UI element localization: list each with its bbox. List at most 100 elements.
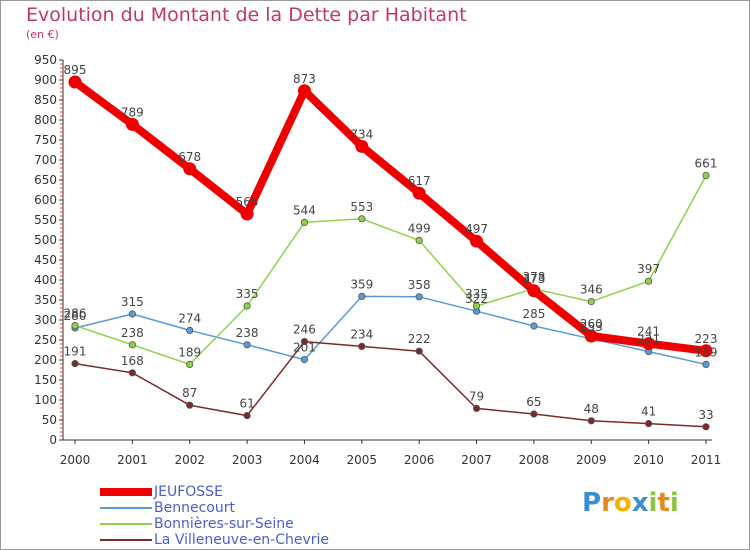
data-label: 678 [178, 150, 201, 164]
logo-letter: o [613, 488, 632, 518]
legend-item: Bennecourt [100, 500, 360, 516]
data-label: 201 [293, 341, 316, 355]
data-point [186, 401, 194, 409]
data-label: 617 [408, 174, 431, 188]
data-point [527, 284, 541, 298]
y-tick-label: 700 [34, 153, 57, 167]
data-label: 397 [637, 262, 660, 276]
data-point [415, 293, 423, 301]
legend-label: La Villeneuve-en-Chevrie [154, 532, 330, 548]
y-tick-label: 400 [34, 273, 57, 287]
chart-legend: JEUFOSSE Bennecourt Bonnières-sur-Seine La … [100, 484, 360, 548]
data-label: 33 [698, 408, 713, 422]
data-label: 241 [637, 325, 660, 339]
data-label: 253 [580, 320, 603, 334]
data-point [472, 302, 481, 310]
data-label: 499 [408, 221, 431, 235]
y-tick-label: 900 [34, 73, 57, 87]
data-label: 873 [293, 72, 316, 86]
chart-title: Evolution du Montant de la Dette par Hab… [26, 4, 467, 26]
data-point [71, 321, 79, 330]
y-tick-label: 0 [49, 433, 57, 447]
data-label: 553 [350, 200, 373, 214]
data-label: 359 [350, 277, 373, 291]
legend-label: Bonnières-sur-Seine [154, 516, 294, 532]
y-tick-label: 250 [34, 333, 57, 347]
data-label: 189 [178, 345, 201, 359]
data-label: 358 [408, 278, 431, 292]
data-point [358, 215, 366, 223]
data-label: 41 [641, 405, 656, 419]
data-point [300, 218, 309, 226]
legend-swatch [100, 523, 152, 525]
data-point [415, 347, 423, 355]
series-line [71, 78, 710, 355]
data-label: 221 [637, 333, 660, 347]
data-label: 789 [121, 105, 144, 119]
data-point [68, 75, 82, 89]
legend-item: La Villeneuve-en-Chevrie [100, 532, 360, 548]
logo-letter: x [631, 488, 649, 518]
data-point [415, 236, 423, 244]
data-label: 335 [236, 287, 259, 301]
data-point [240, 207, 254, 221]
data-label: 65 [526, 395, 541, 409]
data-point [358, 342, 366, 350]
data-point [128, 369, 136, 377]
x-tick-label: 2006 [404, 453, 435, 467]
data-label: 335 [465, 287, 488, 301]
legend-label: JEUFOSSE [154, 484, 223, 500]
x-tick-label: 2003 [232, 453, 263, 467]
series-line [74, 340, 707, 428]
data-label: 315 [121, 295, 144, 309]
x-tick-label: 2000 [60, 453, 91, 467]
y-tick-label: 750 [34, 133, 57, 147]
data-point [186, 360, 194, 368]
data-label: 497 [465, 222, 488, 236]
data-point [645, 277, 653, 285]
data-label: 189 [695, 345, 718, 359]
data-label: 260 [580, 317, 603, 331]
data-label: 661 [695, 157, 718, 171]
y-tick-label: 500 [34, 233, 57, 247]
data-label: 238 [236, 326, 259, 340]
data-label: 895 [64, 63, 87, 77]
data-label: 280 [64, 309, 87, 323]
x-tick-label: 2001 [117, 453, 148, 467]
y-tick-label: 650 [34, 173, 57, 187]
data-point [186, 326, 194, 334]
data-point [243, 411, 251, 420]
data-point [472, 404, 481, 412]
data-point [243, 341, 251, 349]
x-tick-label: 2009 [576, 453, 607, 467]
data-point [243, 302, 251, 310]
data-point [297, 84, 311, 98]
x-tick-label: 2008 [519, 453, 550, 467]
data-point [587, 417, 595, 425]
data-point [702, 360, 710, 368]
data-label: 238 [121, 326, 144, 340]
data-point [587, 297, 595, 306]
x-tick-label: 2011 [691, 453, 722, 467]
x-tick-label: 2010 [633, 453, 664, 467]
series-line [74, 174, 707, 366]
y-tick-label: 600 [34, 193, 57, 207]
y-tick-label: 150 [34, 373, 57, 387]
legend-swatch [100, 539, 152, 541]
legend-item: JEUFOSSE [100, 484, 360, 500]
y-tick-label: 850 [34, 93, 57, 107]
data-point [642, 337, 656, 351]
y-tick-label: 200 [34, 353, 57, 367]
y-tick-label: 800 [34, 113, 57, 127]
data-point [530, 410, 538, 418]
logo-letter: r [601, 488, 614, 518]
logo-letter: i [648, 488, 658, 518]
data-label: 48 [584, 402, 599, 416]
data-label: 544 [293, 203, 316, 217]
data-label: 373 [522, 272, 545, 286]
data-point [183, 162, 197, 176]
data-point [702, 172, 710, 180]
data-label: 378 [522, 270, 545, 284]
